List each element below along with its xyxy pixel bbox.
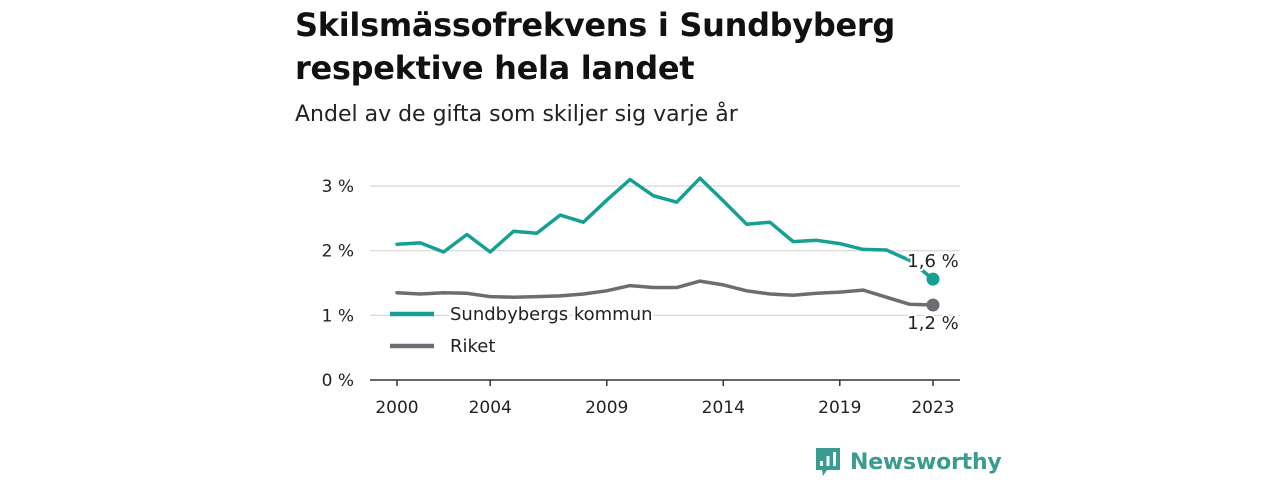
series-endpoints: 1,6 % 1,2 % [905, 249, 960, 336]
chart-subtitle: Andel av de gifta som skiljer sig varje … [295, 102, 738, 127]
legend-label: Sundbybergs kommun [450, 304, 653, 325]
x-tick-label: 2023 [911, 398, 954, 418]
x-tick-label: 2004 [469, 398, 512, 418]
brand-name: Newsworthy [850, 449, 1002, 475]
x-tick-label: 2000 [375, 398, 418, 418]
x-tick-label: 2014 [702, 398, 745, 418]
chart-title-line-2: respektive hela landet [295, 49, 695, 87]
legend: Sundbybergs kommun Riket [390, 302, 655, 360]
series-lines [395, 176, 935, 307]
y-tick-label: 1 % [322, 306, 354, 326]
legend-label: Riket [450, 336, 495, 357]
y-axis-ticks: 0 % 1 % 2 % 3 % [322, 177, 354, 391]
newsworthy-brand: Newsworthy [814, 446, 1002, 478]
newsworthy-logo-icon [816, 448, 840, 476]
y-tick-label: 2 % [322, 242, 354, 262]
x-axis: 2000 2004 2009 2014 2019 2023 [370, 379, 960, 418]
series-end-label: 1,6 % [907, 251, 958, 272]
series-endpoint-marker [926, 272, 940, 286]
chart-title-line-1: Skilsmässofrekvens i Sundbyberg [295, 6, 895, 44]
y-tick-label: 0 % [322, 371, 354, 391]
series-line-riket [395, 279, 935, 307]
chart-title: Skilsmässofrekvens i Sundbyberg respekti… [295, 4, 895, 90]
x-tick-label: 2009 [585, 398, 628, 418]
series-endpoint-marker [926, 298, 940, 312]
x-tick-label: 2019 [818, 398, 861, 418]
y-tick-label: 3 % [322, 177, 354, 197]
series-end-label: 1,2 % [907, 313, 958, 334]
series-line-sundbyberg [395, 176, 935, 281]
